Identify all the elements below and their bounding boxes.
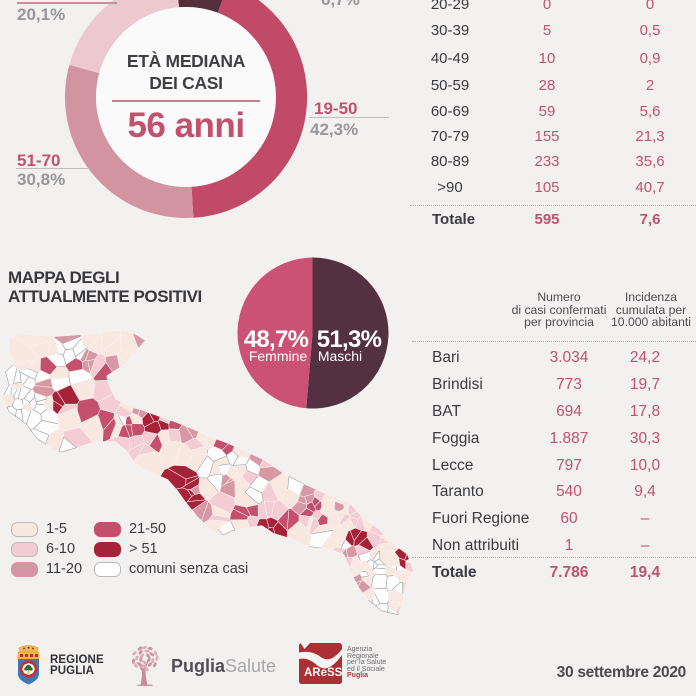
svg-text:AReSS: AReSS (304, 667, 342, 679)
